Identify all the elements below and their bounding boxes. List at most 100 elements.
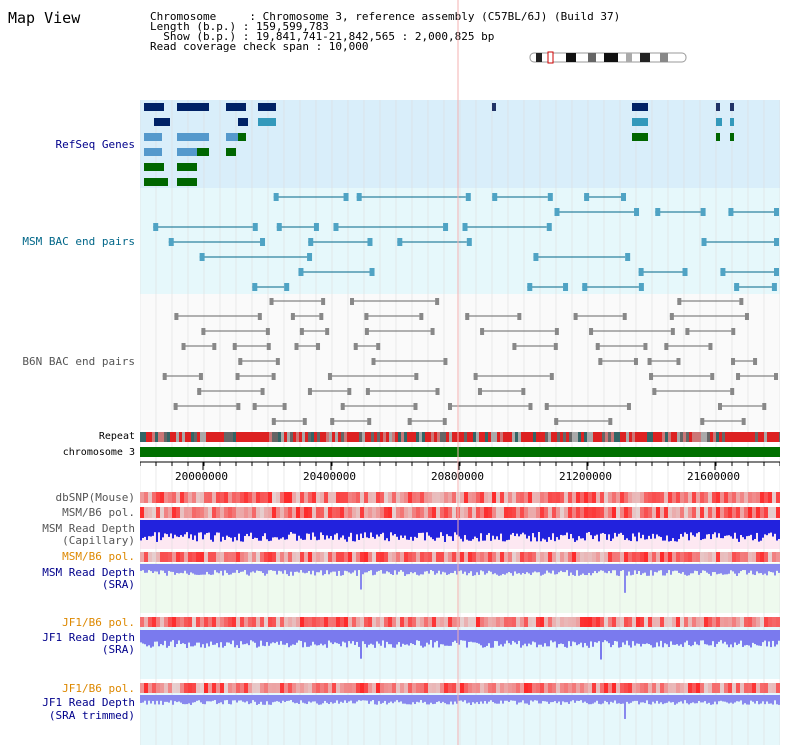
track-label-jf1-b6-pol-2[interactable]: JF1/B6 pol. [62, 682, 135, 695]
jf1-depth-trim-bar [240, 695, 242, 701]
msm-depth-cap-bar [614, 520, 616, 533]
jf1-depth-trim-bar [654, 695, 656, 704]
repeat-segment [557, 432, 560, 442]
jf1-b6-pol2-heat [664, 683, 668, 693]
track-label-msm-b6-pol-2[interactable]: MSM/B6 pol. [62, 550, 135, 563]
msm-depth-sra-bar [400, 564, 402, 571]
track-label-b6n-bac[interactable]: B6N BAC end pairs [22, 355, 135, 368]
jf1-depth-trim-bar [778, 695, 780, 705]
jf1-depth-bar [202, 630, 204, 645]
jf1-b6-pol-heat [664, 617, 668, 627]
msm-depth-cap-bar [424, 520, 426, 541]
jf1-depth-bar [354, 630, 356, 646]
jf1-depth-trim-bar [262, 695, 264, 705]
jf1-depth-bar [582, 630, 584, 648]
msm-b6-pol2-heat [344, 552, 348, 562]
msm-depth-sra-bar [556, 564, 558, 575]
msm-depth-sra-bar [606, 564, 608, 574]
bac-end [282, 403, 287, 410]
jf1-b6-pol-heat [496, 617, 500, 627]
jf1-b6-pol2-heat [568, 683, 572, 693]
repeat-segment [359, 432, 362, 442]
track-label-msm-b6-pol-1[interactable]: MSM/B6 pol. [62, 506, 135, 519]
b6n-bac-features[interactable] [162, 298, 778, 425]
bac-end [330, 418, 335, 425]
msm-b6-pol2-heat [332, 552, 336, 562]
jf1-b6-pol2-heat [604, 683, 608, 693]
msm-depth-sra-bar [172, 564, 174, 572]
jf1-depth-bar [650, 630, 652, 646]
jf1-depth-trim-bar [282, 695, 284, 701]
bac-end [664, 343, 669, 350]
jf1-b6-pol2-heat [440, 683, 444, 693]
msm-depth-cap-bar [570, 520, 572, 534]
jf1-depth-trim-bar [344, 695, 346, 701]
repeat-segment [629, 432, 632, 442]
msm-depth-cap-bar [728, 520, 730, 536]
dbsnp-heat [152, 492, 156, 503]
msm-depth-cap-bar [560, 520, 562, 535]
dbsnp-heat [388, 492, 392, 503]
msm-b6-pol-heat [364, 507, 368, 518]
track-label-jf1-depth-trim[interactable]: JF1 Read Depth [42, 696, 135, 709]
jf1-depth-bar [296, 630, 298, 643]
dbsnp-heat [212, 492, 216, 503]
msm-b6-pol2-heat [672, 552, 676, 562]
track-label-msm-depth-sra[interactable]: MSM Read Depth [42, 566, 135, 579]
msm-depth-cap-bar [322, 520, 324, 536]
track-label-jf1-b6-pol-1[interactable]: JF1/B6 pol. [62, 616, 135, 629]
msm-b6-pol-heat [684, 507, 688, 518]
track-label-refseq[interactable]: RefSeq Genes [55, 138, 135, 151]
chromosome-ideogram[interactable] [528, 50, 690, 66]
repeat-segment [776, 432, 779, 442]
msm-depth-sra-bar [268, 564, 270, 571]
jf1-depth-bar [152, 630, 154, 647]
msm-depth-sra-bar [672, 564, 674, 572]
msm-depth-cap-bar [602, 520, 604, 533]
jf1-depth-bar [232, 630, 234, 641]
dbsnp-heat [476, 492, 480, 503]
msm-b6-pol2-heat [620, 552, 624, 562]
msm-b6-pol2-heat [264, 552, 268, 562]
msm-b6-pol2-heat [324, 552, 328, 562]
jf1-depth-trim-bar [244, 695, 246, 703]
repeat-segment [683, 432, 686, 442]
track-label-jf1-depth[interactable]: JF1 Read Depth [42, 631, 135, 644]
jf1-depth-trim-bar [284, 695, 286, 703]
jf1-b6-pol2-heat [516, 683, 520, 693]
track-label-msm-bac[interactable]: MSM BAC end pairs [22, 235, 135, 248]
jf1-depth-trim-bar [722, 695, 724, 702]
repeat-track[interactable] [140, 432, 780, 442]
jf1-depth-trim-bar [618, 695, 620, 704]
msm-b6-pol2-heat [572, 552, 576, 562]
depth-tracks[interactable] [140, 520, 780, 719]
jf1-depth-trim-bar [562, 695, 564, 702]
dbsnp-heat [480, 492, 484, 503]
track-label-msm-depth-cap[interactable]: MSM Read Depth [42, 522, 135, 535]
heat-tracks[interactable] [140, 492, 780, 693]
msm-depth-cap-bar [260, 520, 262, 541]
genome-track-canvas[interactable]: 20000000 20400000 20800000 21200000 21600000 [140, 0, 780, 745]
dbsnp-heat [256, 492, 260, 503]
dbsnp-heat [708, 492, 712, 503]
repeat-segment [581, 432, 584, 442]
jf1-b6-pol2-heat [724, 683, 728, 693]
track-label-repeat[interactable]: Repeat [98, 431, 135, 442]
refseq-features[interactable] [144, 103, 734, 186]
msm-depth-sra-bar [442, 564, 444, 572]
jf1-b6-pol-heat [768, 617, 772, 627]
jf1-depth-trim-bar [558, 695, 560, 702]
repeat-segment [206, 432, 209, 442]
bac-end [252, 223, 258, 231]
jf1-depth-trim-bar [216, 695, 218, 705]
msm-depth-cap-bar [368, 520, 370, 539]
msm-depth-cap-bar [720, 520, 722, 539]
bac-end [655, 208, 661, 216]
msm-bac-features[interactable] [153, 193, 779, 291]
jf1-depth-bar [622, 630, 624, 643]
msm-depth-cap-bar [366, 520, 368, 538]
track-label-dbsnp[interactable]: dbSNP(Mouse) [55, 491, 135, 504]
msm-depth-cap-bar [586, 520, 588, 533]
msm-depth-sra-bar [518, 564, 520, 574]
jf1-depth-trim-bar [466, 695, 468, 704]
